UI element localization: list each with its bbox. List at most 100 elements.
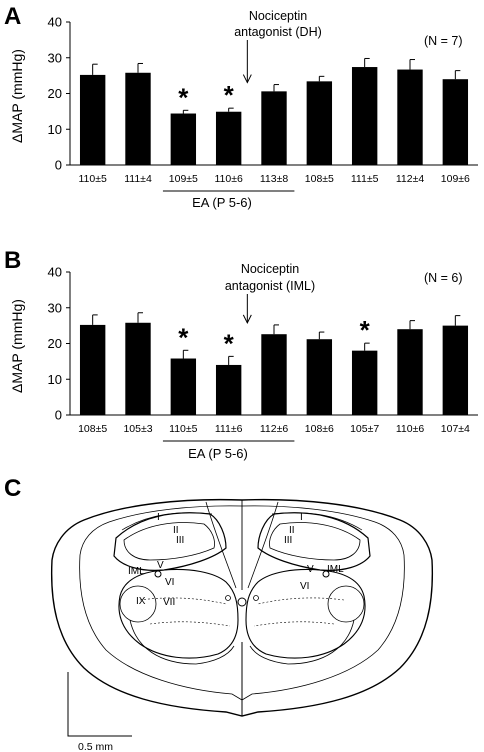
label-lamina-vi-left: VI [165, 577, 174, 588]
panel-label-a: A [4, 3, 21, 30]
bar-a-1 [125, 72, 151, 165]
treatment-label-a: EA (P 5-6) [192, 195, 252, 210]
bar-b-5 [306, 339, 333, 415]
y-tick-label-a-1: 10 [48, 122, 62, 137]
right-dorsal-horn-outer [257, 512, 371, 571]
category-label-a-4: 113±8 [260, 173, 289, 185]
bar-a-3 [215, 111, 242, 165]
bar-a-7 [397, 69, 423, 165]
bar-b-8 [442, 325, 469, 415]
category-label-a-7: 112±4 [396, 173, 425, 185]
y-tick-label-b-0: 0 [55, 408, 62, 423]
right-lamina-ix-region [327, 585, 365, 623]
category-label-b-6: 105±7 [350, 423, 379, 435]
right-dorsal-horn-inner [269, 522, 361, 561]
category-label-a-2: 109±5 [169, 173, 198, 185]
left-ventral-horn [129, 619, 235, 665]
y-tick-label-b-2: 20 [48, 336, 62, 351]
left-grey-matter [118, 569, 239, 659]
central-canal-left-vessel [225, 595, 231, 601]
bar-b-2 [170, 358, 197, 415]
bar-b-1 [125, 322, 151, 415]
category-label-a-8: 109±6 [441, 173, 470, 185]
bar-a-2 [170, 113, 197, 165]
label-lamina-ii-right: II [289, 525, 295, 536]
category-label-b-5: 108±6 [305, 423, 334, 435]
label-iml-right: IML [327, 564, 344, 575]
y-tick-label-a-2: 20 [48, 86, 62, 101]
significance-star-b-3: * [224, 328, 235, 358]
right-grey-matter [245, 569, 366, 659]
scale-bar [67, 672, 132, 737]
label-lamina-i-right: I [300, 512, 303, 523]
left-iml-marker [154, 570, 162, 578]
dorsal-septum-right [247, 501, 279, 589]
bar-b-6 [351, 350, 378, 415]
bar-a-8 [442, 79, 469, 165]
annotation-line1-b: Nociceptin [241, 262, 299, 276]
bar-b-4 [261, 334, 287, 415]
left-lamina-boundary [139, 597, 231, 627]
central-canal-right-vessel [253, 595, 259, 601]
category-label-a-3: 110±6 [214, 173, 243, 185]
left-lamina-i [121, 512, 213, 531]
right-lamina-i [271, 512, 363, 531]
y-tick-label-a-4: 40 [48, 15, 62, 30]
label-lamina-ii-left: II [173, 525, 179, 536]
chart-a: A (N = 7) Nociceptin antagonist (DH) ΔMA… [4, 3, 478, 210]
panel-label-b: B [4, 247, 21, 274]
significance-star-b-6: * [360, 315, 371, 345]
category-label-b-7: 110±6 [396, 423, 425, 435]
right-lamina-boundary [253, 597, 345, 627]
right-iml-marker [322, 570, 330, 578]
category-label-b-8: 107±4 [441, 423, 470, 435]
significance-star-b-2: * [178, 322, 189, 352]
category-label-b-4: 112±6 [260, 423, 289, 435]
category-label-a-5: 108±5 [305, 173, 334, 185]
treatment-label-b: EA (P 5-6) [188, 446, 248, 461]
y-axis-label-a: ΔMAP (mmHg) [9, 49, 25, 143]
spinal-cord-section: C [4, 475, 434, 752]
y-axis-label-b: ΔMAP (mmHg) [9, 299, 25, 393]
category-label-b-2: 110±5 [169, 423, 198, 435]
bar-a-0 [79, 74, 106, 165]
annotation-line2-a: antagonist (DH) [234, 25, 322, 39]
left-dorsal-horn-inner [123, 522, 215, 561]
chart-b: B (N = 6) Nociceptin antagonist (IML) ΔM… [4, 247, 478, 461]
label-lamina-iii-left: III [176, 535, 184, 546]
y-tick-label-b-3: 30 [48, 300, 62, 315]
category-label-b-0: 108±5 [78, 423, 107, 435]
panel-label-c: C [4, 475, 21, 502]
n-label-a: (N = 7) [424, 34, 463, 48]
y-tick-label-b-4: 40 [48, 265, 62, 280]
y-tick-label-b-1: 10 [48, 372, 62, 387]
category-label-a-1: 111±4 [124, 173, 152, 185]
y-tick-label-a-3: 30 [48, 50, 62, 65]
scale-bar-label: 0.5 mm [78, 741, 113, 752]
label-lamina-v-left: V [157, 560, 164, 571]
annotation-arrowhead-a [242, 74, 252, 84]
dorsal-septum-left [205, 501, 237, 589]
bar-b-3 [215, 364, 242, 415]
significance-star-a-3: * [224, 80, 235, 110]
label-lamina-v-right: V [307, 564, 314, 575]
category-label-a-0: 110±5 [78, 173, 107, 185]
bar-a-5 [306, 81, 333, 165]
label-lamina-iii-right: III [284, 535, 292, 546]
category-label-b-3: 111±6 [215, 423, 243, 435]
significance-star-a-2: * [178, 82, 189, 112]
bar-a-4 [261, 91, 287, 165]
bar-a-6 [351, 67, 378, 165]
label-lamina-i-left: I [157, 512, 160, 523]
n-label-b: (N = 6) [424, 271, 463, 285]
y-tick-label-a-0: 0 [55, 158, 62, 173]
annotation-line1-a: Nociceptin [249, 9, 307, 23]
bar-b-7 [397, 329, 423, 415]
left-dorsal-horn-outer [113, 512, 227, 571]
central-canal [237, 597, 247, 607]
category-label-b-1: 105±3 [123, 423, 152, 435]
left-lamina-ix-region [119, 585, 157, 623]
label-lamina-vii-left: VII [163, 597, 175, 608]
label-lamina-ix-left: IX [136, 596, 146, 607]
category-label-a-6: 111±5 [351, 173, 379, 185]
